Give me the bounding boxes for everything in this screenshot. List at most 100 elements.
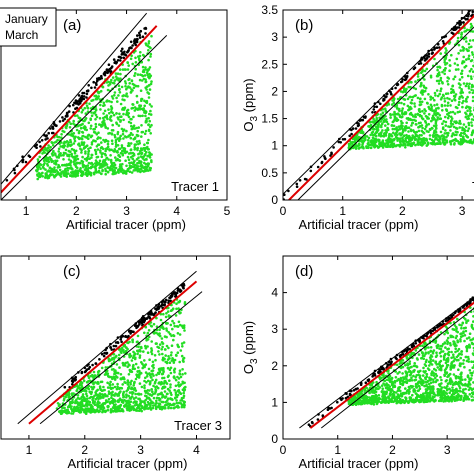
march-point: [458, 97, 461, 100]
march-point: [387, 372, 390, 375]
march-point: [81, 162, 84, 165]
march-point: [84, 164, 88, 168]
january-point: [138, 36, 142, 39]
march-point: [449, 129, 452, 132]
january-point: [175, 291, 179, 295]
march-point: [465, 48, 468, 51]
march-point: [404, 397, 408, 401]
march-point: [127, 85, 130, 88]
march-point: [94, 398, 97, 401]
march-point: [377, 139, 381, 143]
march-point: [80, 111, 84, 114]
march-point: [77, 116, 81, 119]
march-point: [119, 119, 122, 122]
march-point: [92, 111, 96, 115]
march-point: [435, 124, 438, 127]
march-point: [101, 123, 104, 127]
march-point: [98, 123, 101, 126]
march-point: [68, 404, 72, 407]
march-point: [424, 125, 428, 128]
march-point: [84, 171, 88, 175]
march-point: [155, 316, 158, 320]
march-point: [124, 346, 128, 349]
march-point: [139, 345, 143, 349]
march-point: [138, 161, 141, 165]
march-point: [66, 408, 70, 412]
march-point: [459, 49, 463, 52]
january-point: [114, 60, 117, 64]
march-point: [407, 130, 410, 133]
march-point: [384, 109, 388, 113]
legend-entry: January: [5, 12, 48, 26]
march-point: [443, 143, 446, 146]
march-point: [136, 352, 139, 356]
march-point: [145, 99, 149, 103]
x-tick-label: 1: [26, 443, 33, 457]
march-point: [134, 362, 138, 366]
march-point: [66, 172, 69, 175]
march-point: [105, 99, 109, 103]
bound-line: [297, 26, 474, 200]
march-point: [184, 385, 187, 389]
march-point: [453, 120, 456, 123]
march-point: [111, 162, 114, 166]
march-point: [381, 111, 385, 114]
march-point: [119, 390, 122, 393]
january-point: [456, 26, 459, 29]
march-point: [461, 105, 464, 109]
march-point: [377, 145, 381, 148]
march-point: [110, 110, 113, 113]
march-point: [92, 172, 96, 176]
january-point: [58, 120, 62, 123]
march-point: [120, 127, 124, 131]
march-point: [158, 369, 162, 373]
march-point: [471, 95, 474, 99]
january-point: [112, 344, 116, 348]
march-point: [144, 110, 148, 114]
march-point: [77, 169, 81, 173]
march-point: [116, 72, 120, 75]
march-point: [441, 82, 444, 85]
march-point: [451, 84, 455, 88]
march-point: [140, 151, 144, 155]
march-point: [119, 72, 122, 76]
march-point: [158, 328, 161, 332]
march-point: [59, 145, 62, 148]
march-point: [148, 398, 152, 402]
march-point: [110, 100, 113, 104]
march-point: [147, 367, 151, 371]
march-point: [62, 158, 65, 161]
march-point: [95, 156, 99, 159]
march-point: [176, 345, 180, 348]
march-point: [149, 406, 153, 410]
march-point: [98, 171, 101, 174]
march-point: [63, 169, 67, 172]
march-point: [369, 133, 373, 137]
march-point: [434, 376, 437, 380]
march-point: [144, 344, 147, 348]
march-point: [100, 166, 103, 169]
march-point: [433, 110, 436, 114]
march-point: [130, 79, 134, 83]
january-point: [438, 46, 441, 49]
march-point: [452, 355, 455, 359]
march-point: [120, 351, 123, 355]
march-point: [163, 385, 167, 389]
march-point: [59, 412, 63, 416]
march-point: [145, 375, 149, 378]
march-point: [121, 162, 124, 166]
march-point: [117, 88, 121, 92]
march-point: [50, 152, 54, 155]
march-point: [109, 359, 112, 362]
march-point: [157, 382, 160, 385]
march-point: [128, 77, 131, 81]
march-point: [427, 105, 431, 109]
march-point: [68, 392, 71, 396]
march-point: [452, 353, 455, 357]
march-point: [143, 407, 146, 411]
bound-line: [39, 291, 203, 425]
march-point: [124, 82, 128, 85]
march-point: [444, 129, 447, 132]
march-point: [371, 133, 375, 137]
march-point: [102, 394, 105, 397]
